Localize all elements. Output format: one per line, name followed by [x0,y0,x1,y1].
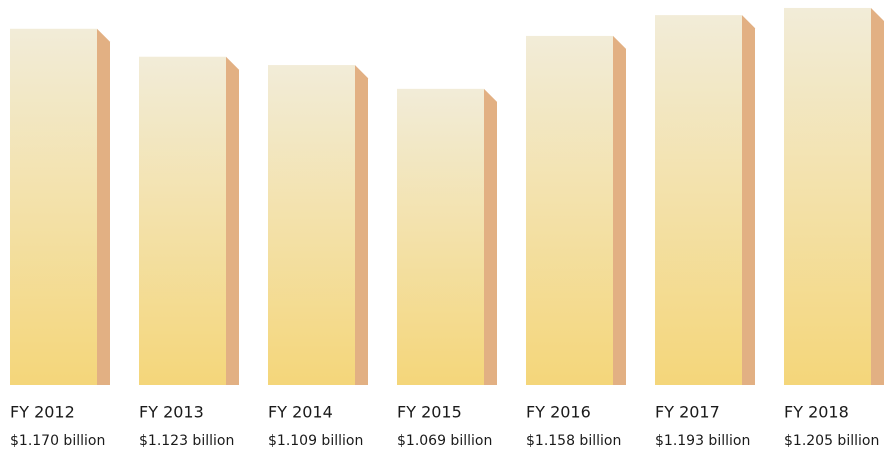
x-tick-label: FY 2015 [397,403,462,422]
value-label: $1.158 billion [526,433,621,449]
bar [10,28,97,385]
value-label: $1.205 billion [784,433,879,449]
value-label: $1.170 billion [10,433,105,449]
x-tick-label: FY 2012 [10,403,75,422]
bar-side [97,28,110,385]
bar-side [742,15,755,385]
value-label: $1.069 billion [397,433,492,449]
bar [139,56,226,385]
value-label: $1.109 billion [268,433,363,449]
x-tick-label: FY 2017 [655,403,720,422]
x-tick-label: FY 2014 [268,403,333,422]
bar-side [871,7,884,386]
bar-side [484,88,497,385]
bar [397,88,484,385]
bar [526,35,613,386]
x-tick-label: FY 2013 [139,403,204,422]
x-tick-label: FY 2018 [784,403,849,422]
bar [655,15,742,385]
bar [784,7,871,386]
bar-side [226,56,239,385]
bar-side [355,65,368,386]
bar [268,65,355,386]
value-label: $1.193 billion [655,433,750,449]
value-label: $1.123 billion [139,433,234,449]
bar-side [613,35,626,386]
x-tick-label: FY 2016 [526,403,591,422]
